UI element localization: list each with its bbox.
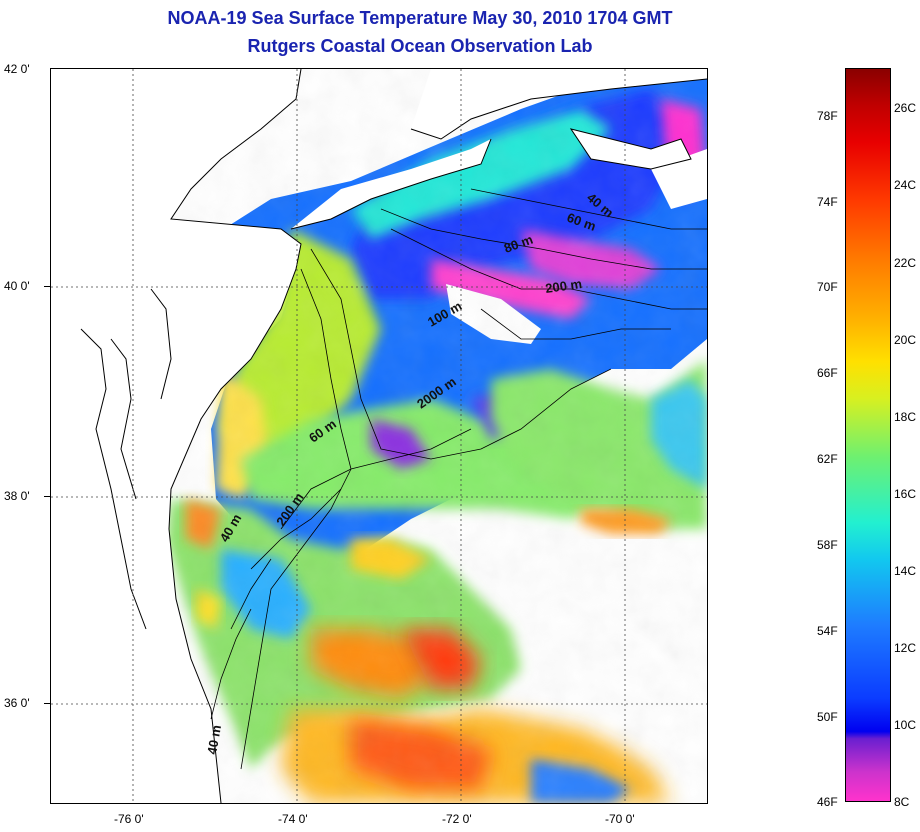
chart-title: NOAA-19 Sea Surface Temperature May 30, … (167, 8, 673, 28)
sst-map-svg: 40 m 60 m 80 m 200 m 100 m 2000 m 60 m 2… (51, 69, 707, 803)
contour-label: 200 m (544, 276, 583, 296)
colorbar-label-f: 74F (817, 195, 838, 209)
colorbar-label-f: 70F (817, 280, 838, 294)
lat-label-38: 38 0' (4, 489, 30, 503)
lat-label-40: 40 0' (4, 279, 30, 293)
colorbar-label-f: 66F (817, 366, 838, 380)
colorbar-label-f: 54F (817, 624, 838, 638)
colorbar-label-f: 58F (817, 538, 838, 552)
temperature-colorbar (845, 68, 891, 802)
lon-label-72: -72 0' (442, 812, 472, 826)
colorbar-label-f: 78F (817, 109, 838, 123)
colorbar-label-f: 46F (817, 795, 838, 809)
colorbar-label-f: 50F (817, 710, 838, 724)
colorbar-label-c: 20C (894, 333, 917, 347)
chart-subtitle: Rutgers Coastal Ocean Observation Lab (247, 36, 593, 56)
land (51, 69, 707, 803)
sst-map[interactable]: 40 m 60 m 80 m 200 m 100 m 2000 m 60 m 2… (50, 68, 708, 804)
colorbar-label-c: 24C (894, 178, 917, 192)
lon-label-74: -74 0' (278, 812, 308, 826)
colorbar-label-c: 12C (894, 641, 917, 655)
graticule (51, 69, 707, 803)
contour-label: 40 m (204, 724, 224, 756)
colorbar-label-c: 14C (894, 564, 917, 578)
colorbar-label-c: 26C (894, 101, 917, 115)
colorbar-label-c: 22C (894, 256, 917, 270)
lat-label-36: 36 0' (4, 696, 30, 710)
colorbar-label-f: 62F (817, 452, 838, 466)
coastline (80, 69, 707, 803)
colorbar-label-c: 10C (894, 718, 917, 732)
lon-label-70: -70 0' (605, 812, 635, 826)
colorbar-label-c: 18C (894, 410, 917, 424)
colorbar-label-c: 8C (894, 795, 910, 809)
lat-label-42: 42 0' (4, 62, 30, 76)
colorbar-label-c: 16C (894, 487, 917, 501)
lon-label-76: -76 0' (114, 812, 144, 826)
depth-contours (210, 188, 707, 770)
